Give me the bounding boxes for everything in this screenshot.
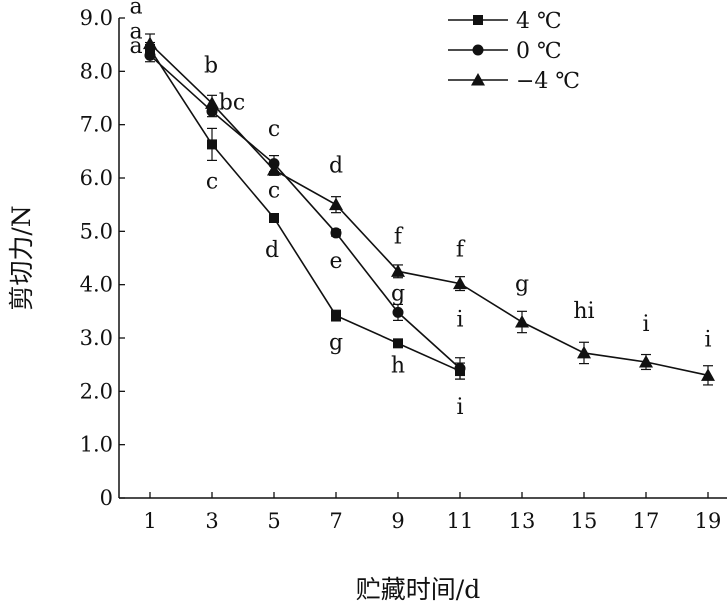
y-tick-label: 2.0 [80, 379, 113, 403]
series-layer [143, 33, 715, 386]
data-point [329, 197, 343, 211]
legend-label: 4 ℃ [516, 9, 562, 34]
x-tick-label: 11 [447, 509, 474, 533]
significance-label: c [206, 169, 218, 194]
data-point [454, 362, 466, 374]
significance-label: f [394, 224, 404, 249]
significance-label: f [456, 238, 466, 263]
significance-label: b [204, 53, 218, 78]
data-point [577, 345, 591, 359]
data-point [393, 338, 403, 349]
significance-label: c [268, 179, 280, 204]
significance-label: i [642, 312, 649, 337]
legend-entry: 4 ℃ [448, 9, 562, 34]
series-line [149, 43, 709, 377]
y-tick-label: 4.0 [80, 273, 113, 297]
significance-label: h [391, 353, 405, 378]
x-tick-label: 15 [571, 509, 598, 533]
x-tick-label: 1 [143, 509, 156, 533]
legend-marker [473, 15, 483, 25]
significance-label: i [456, 307, 463, 332]
series-line [149, 54, 461, 369]
y-tick-label: 6.0 [80, 166, 113, 190]
x-tick-label: 3 [205, 509, 218, 533]
y-tick-label: 0 [100, 486, 113, 510]
data-point [391, 264, 405, 277]
significance-label: i [704, 327, 711, 352]
legend-label: 0 ℃ [516, 39, 562, 64]
data-point [207, 139, 217, 150]
significance-label: d [265, 238, 279, 263]
y-tick-label: 7.0 [80, 113, 113, 137]
significance-label: hi [573, 299, 594, 324]
y-tick-label: 1.0 [80, 433, 113, 457]
series-0c [144, 48, 466, 380]
series-minus4c [143, 33, 715, 386]
significance-label: c [268, 117, 280, 142]
x-tick-label: 17 [633, 509, 660, 533]
y-tick-label: 5.0 [80, 219, 113, 243]
data-point [453, 276, 467, 290]
x-tick-label: 5 [267, 509, 280, 533]
data-point [205, 96, 219, 109]
data-point [267, 163, 281, 176]
data-point [639, 355, 653, 368]
significance-label: g [391, 281, 405, 306]
legend-marker [472, 44, 484, 56]
data-point [143, 36, 157, 50]
x-tick-label: 13 [509, 509, 536, 533]
significance-label: a [129, 19, 142, 44]
data-point [515, 315, 529, 328]
significance-label: a [129, 34, 142, 59]
significance-label: bc [219, 90, 245, 115]
x-tick-label: 7 [329, 509, 342, 533]
significance-label: g [329, 331, 343, 356]
legend: 4 ℃ 0 ℃ −4 ℃ [448, 9, 580, 94]
y-tick-label: 3.0 [80, 326, 113, 350]
significance-label: a [129, 0, 142, 20]
legend-label: −4 ℃ [516, 69, 580, 94]
series-line [149, 48, 461, 372]
data-point [392, 306, 404, 318]
significance-label: i [456, 395, 463, 420]
data-point [330, 227, 342, 239]
legend-entry: 0 ℃ [448, 39, 562, 64]
data-point [701, 368, 715, 381]
legend-marker [471, 73, 485, 86]
x-tick-label: 19 [695, 509, 722, 533]
x-tick-label: 9 [391, 509, 404, 533]
y-tick-label: 9.0 [80, 6, 113, 30]
x-axis-title: 贮藏时间/d [356, 575, 480, 604]
significance-label: g [515, 272, 529, 297]
data-point [331, 310, 341, 321]
legend-entry: −4 ℃ [448, 69, 580, 94]
axes: 01.02.03.04.05.06.07.08.09.01 3 5 7 9 11 13 15 1… [80, 6, 727, 533]
data-point [144, 49, 156, 61]
y-axis-title: 剪切力/N [7, 205, 36, 310]
significance-label: e [329, 249, 342, 274]
significance-label: d [329, 154, 343, 179]
y-tick-label: 8.0 [80, 59, 113, 83]
data-point [269, 213, 279, 223]
